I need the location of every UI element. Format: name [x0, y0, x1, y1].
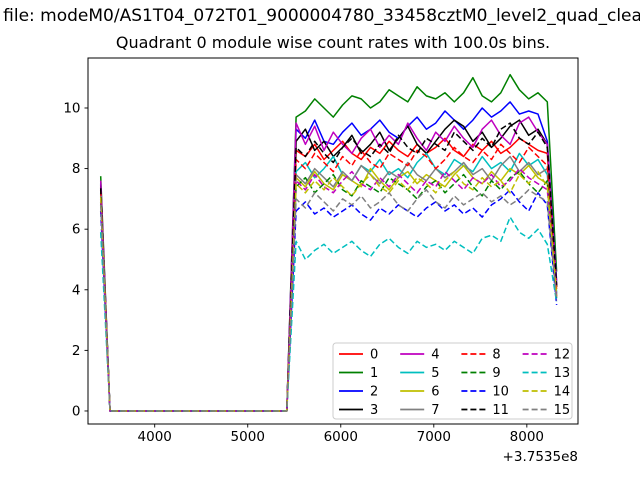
legend-label-7: 7	[431, 403, 439, 418]
y-tick-label: 4	[72, 282, 81, 298]
x-tick-label: 7000	[417, 429, 451, 445]
series-line-15	[99, 189, 558, 412]
legend-label-5: 5	[431, 366, 439, 381]
legend-label-9: 9	[492, 366, 500, 381]
x-tick-label: 4000	[138, 429, 172, 445]
legend-label-1: 1	[370, 366, 378, 381]
legend-label-4: 4	[431, 348, 439, 363]
y-tick-label: 8	[72, 161, 81, 177]
y-tick-label: 10	[63, 100, 80, 116]
x-tick-label: 8000	[510, 429, 544, 445]
legend-label-2: 2	[370, 385, 378, 400]
legend-label-3: 3	[370, 403, 378, 418]
x-axis-offset-label: +3.7535e8	[502, 449, 578, 465]
x-tick-label: 5000	[231, 429, 265, 445]
axes-title: Quadrant 0 module wise count rates with …	[115, 33, 551, 52]
y-tick-label: 6	[72, 222, 81, 238]
axes-spines	[87, 57, 579, 425]
legend-label-15: 15	[554, 403, 571, 418]
legend-label-0: 0	[370, 348, 378, 363]
x-tick-label: 6000	[324, 429, 358, 445]
y-tick-label: 0	[72, 403, 81, 419]
figure-suptitle: a file: modeM0/AS1T04_072T01_9000004780_…	[0, 6, 640, 26]
legend-label-10: 10	[492, 385, 509, 400]
y-tick-label: 2	[72, 343, 81, 359]
legend-label-6: 6	[431, 385, 439, 400]
legend-box	[332, 342, 573, 420]
legend-label-13: 13	[554, 366, 571, 381]
legend-label-8: 8	[492, 348, 500, 363]
legend-label-11: 11	[492, 403, 509, 418]
legend-label-14: 14	[554, 385, 571, 400]
legend-label-12: 12	[554, 348, 571, 363]
